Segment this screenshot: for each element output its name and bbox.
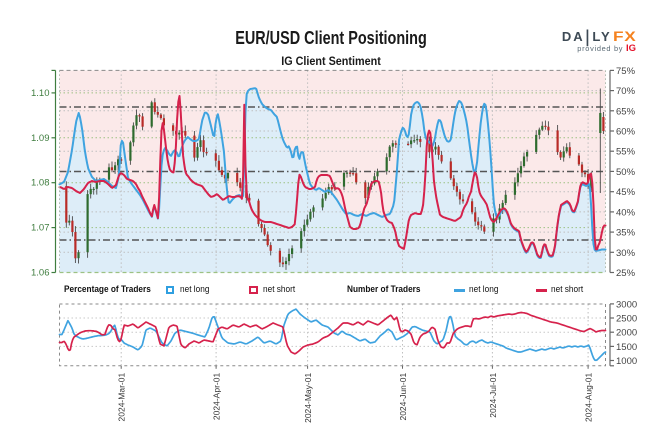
svg-text:2024-Jun-01: 2024-Jun-01 — [398, 373, 408, 421]
svg-text:1500: 1500 — [616, 342, 637, 353]
svg-text:40%: 40% — [616, 207, 636, 218]
svg-text:75%: 75% — [616, 66, 636, 77]
svg-text:30%: 30% — [616, 248, 636, 259]
svg-text:70%: 70% — [616, 86, 636, 97]
svg-text:2024-Jul-01: 2024-Jul-01 — [488, 373, 498, 418]
svg-text:55%: 55% — [616, 147, 636, 158]
svg-text:2024-Apr-01: 2024-Apr-01 — [212, 373, 222, 421]
svg-text:1.07: 1.07 — [31, 223, 50, 234]
svg-text:65%: 65% — [616, 106, 636, 117]
svg-text:3000: 3000 — [616, 299, 637, 310]
svg-text:2000: 2000 — [616, 328, 637, 339]
svg-text:35%: 35% — [616, 228, 636, 239]
svg-text:60%: 60% — [616, 127, 636, 138]
svg-text:1000: 1000 — [616, 356, 637, 367]
svg-text:1.06: 1.06 — [31, 268, 50, 279]
svg-text:50%: 50% — [616, 167, 636, 178]
svg-text:45%: 45% — [616, 187, 636, 198]
svg-text:1.08: 1.08 — [31, 178, 50, 189]
svg-text:2024-Aug-01: 2024-Aug-01 — [584, 373, 594, 422]
svg-text:2024-Mar-01: 2024-Mar-01 — [117, 373, 127, 422]
svg-text:2500: 2500 — [616, 314, 637, 325]
svg-text:1.09: 1.09 — [31, 133, 50, 144]
svg-text:1.10: 1.10 — [31, 88, 50, 99]
svg-text:2024-May-01: 2024-May-01 — [303, 373, 313, 423]
svg-text:25%: 25% — [616, 268, 636, 279]
